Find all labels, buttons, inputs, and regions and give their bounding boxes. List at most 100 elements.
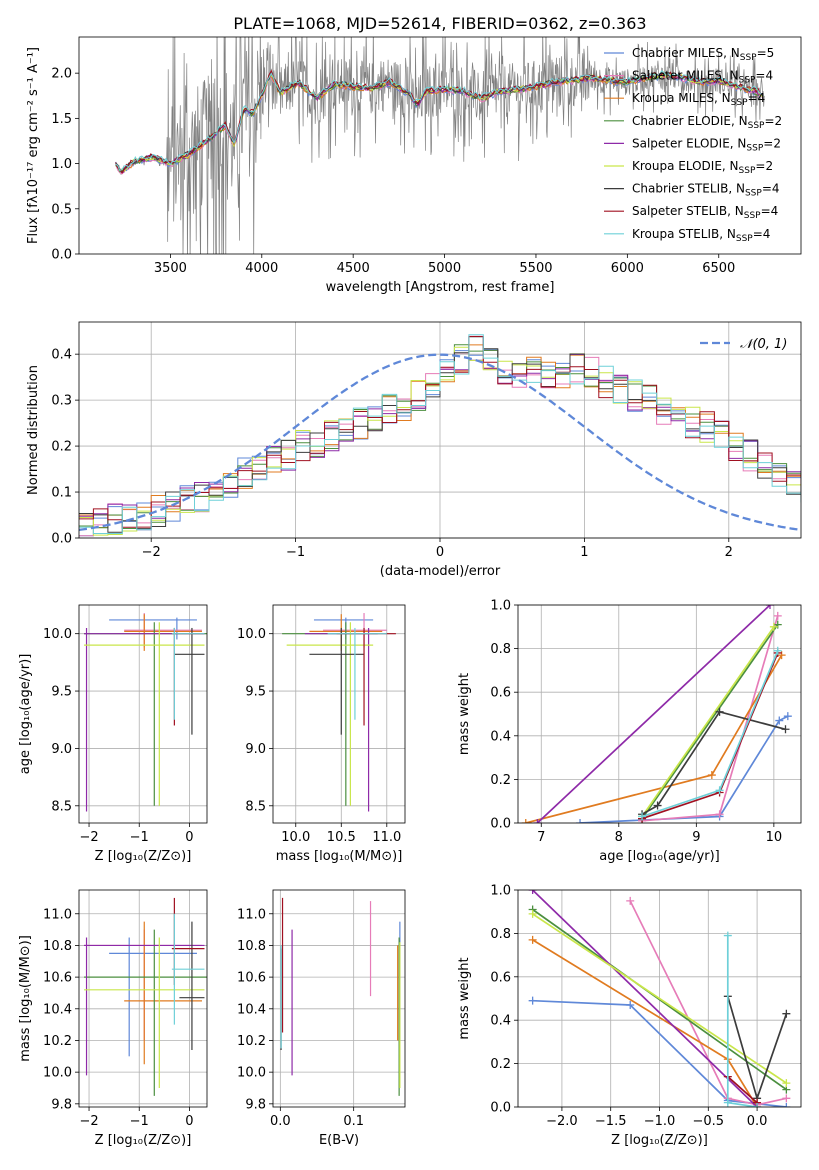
x-tick-label: −2 — [79, 830, 98, 845]
series-marker — [528, 890, 537, 894]
mass-vs-EBV-plot-area — [280, 897, 401, 1096]
y-tick-label: 2.0 — [51, 67, 72, 82]
series-salpeter-miles — [638, 611, 782, 823]
mass-vs-EBV-panel: 0.0 0.1 9.8 10.0 10.2 10.4 10.6 10.8 11.0 E(B-V) — [237, 889, 406, 1148]
series-marker — [638, 812, 647, 821]
point-kroupa-stelib — [171, 627, 205, 720]
series-line — [579, 715, 789, 823]
series-marker — [576, 819, 585, 823]
series-line — [536, 605, 771, 823]
x-tick-label: 11.0 — [372, 830, 401, 845]
x-tick-label: 3500 — [154, 261, 187, 276]
point-salpeter-stelib — [171, 897, 205, 986]
series-marker — [653, 801, 662, 810]
legend-label-suffix: =4 — [755, 69, 773, 83]
x-tick-label: 10.0 — [281, 830, 310, 845]
x-axis-label: mass [log₁₀(M/M⊙)] — [276, 849, 403, 864]
legend-label: Kroupa ELODIE, NSSP=2 — [632, 159, 773, 176]
mass-vs-Z-plot-area — [84, 897, 207, 1096]
age-vs-Z-panel: −2 −1 0 8.5 9.0 9.5 10.0 Z [log₁₀(Z/Z⊙)] age [lo… — [18, 604, 208, 864]
x-tick-label: 0.0 — [270, 1114, 291, 1129]
series-marker — [528, 935, 537, 944]
x-tick-label: −2 — [142, 545, 161, 560]
series-kroupa-miles — [528, 935, 762, 1107]
weight-vs-age-plot-area — [521, 605, 792, 823]
series-marker — [753, 1103, 762, 1107]
point-kroupa-stelib — [327, 627, 387, 720]
point-chabrier-elodie — [84, 929, 207, 1096]
y-tick-label: 0.0 — [490, 1101, 511, 1116]
y-tick-label: 10.4 — [237, 1002, 266, 1017]
legend-label-main: Salpeter ELODIE, N — [632, 136, 746, 150]
legend-label: Salpeter MILES, NSSP=4 — [632, 69, 773, 86]
point-salpeter-miles — [124, 613, 202, 648]
legend-label-sub: SSP — [748, 121, 765, 131]
point-chabrier-miles — [109, 937, 197, 1057]
y-tick-label: 9.0 — [245, 742, 266, 757]
series-kroupa-stelib — [638, 646, 782, 821]
x-axis-label: age [log₁₀(age/yr)] — [599, 849, 720, 864]
series-marker — [782, 1009, 791, 1018]
series-marker — [715, 810, 724, 819]
residual-histogram-kroupa-miles — [79, 344, 801, 528]
series-salpeter-elodie — [533, 605, 774, 823]
x-axis-label: Z [log₁₀(Z/Z⊙)] — [95, 1133, 192, 1148]
x-tick-label: 6500 — [702, 261, 735, 276]
y-tick-label: 0.4 — [51, 348, 72, 363]
x-tick-label: 0 — [436, 545, 444, 560]
x-tick-label: 5000 — [428, 261, 461, 276]
point-salpeter-stelib — [171, 627, 205, 726]
y-tick-label: 0.0 — [51, 532, 72, 547]
y-tick-label: 9.5 — [245, 685, 266, 700]
point-chabrier-stelib — [179, 921, 205, 1050]
y-tick-label: 0.2 — [490, 773, 511, 788]
y-tick-label: 10.8 — [43, 939, 72, 954]
residuals-legend: 𝒩(0, 1) — [700, 337, 787, 352]
y-tick-label: 9.8 — [245, 1097, 266, 1112]
series-marker — [528, 909, 537, 918]
series-line — [629, 900, 787, 1106]
y-tick-label: 9.8 — [51, 1097, 72, 1112]
y-tick-label: 0.5 — [51, 202, 72, 217]
point-kroupa-stelib — [171, 913, 205, 1025]
y-tick-label: 0.4 — [490, 1014, 511, 1029]
plot-frame — [78, 321, 802, 539]
legend-label: Salpeter STELIB, NSSP=4 — [632, 204, 778, 221]
x-tick-label: −2 — [79, 1114, 98, 1129]
legend-label-main: Chabrier ELODIE, N — [632, 114, 748, 128]
legend-label-main: Kroupa MILES, N — [632, 91, 731, 105]
series-kroupa-stelib — [723, 931, 762, 1107]
legend-label-sub: SSP — [731, 98, 748, 108]
legend-label-suffix: =4 — [762, 182, 780, 196]
x-tick-label: 5500 — [519, 261, 552, 276]
y-tick-label: 1.0 — [490, 599, 511, 614]
x-tick-label: 0.1 — [343, 1114, 364, 1129]
series-marker — [765, 605, 774, 609]
y-tick-label: 10.6 — [237, 971, 266, 986]
legend-item-salpeter-miles: Salpeter MILES, NSSP=4 — [604, 69, 773, 86]
series-line — [532, 939, 758, 1107]
legend-label-sub: SSP — [736, 234, 753, 244]
legend-item-kroupa-miles: Kroupa MILES, NSSP=4 — [604, 91, 765, 108]
weight-vs-Z-plot-area — [528, 890, 791, 1107]
series-marker — [769, 622, 778, 631]
y-tick-label: 0.0 — [51, 248, 72, 263]
series-marker — [775, 716, 784, 725]
x-tick-label: 2 — [725, 545, 733, 560]
legend-label-suffix: =2 — [763, 136, 781, 150]
legend-label-suffix: =2 — [764, 114, 782, 128]
point-chabrier-elodie — [84, 622, 207, 806]
plot-frame — [517, 604, 802, 824]
residual-histogram-kroupa-elodie — [79, 346, 801, 536]
series-marker — [773, 646, 782, 655]
age-vs-mass-plot-area — [282, 613, 396, 812]
figure-title: PLATE=1068, MJD=52614, FIBERID=0362, z=0… — [233, 14, 646, 33]
residual-histogram-kroupa-stelib — [79, 334, 801, 534]
legend-label-main: Salpeter STELIB, N — [632, 204, 744, 218]
y-tick-label: 10.8 — [237, 939, 266, 954]
y-tick-label: 0.6 — [490, 686, 511, 701]
spectrum-panel: 3500 4000 4500 5000 5500 6000 6500 0.0 0.5 1.0 1.5… — [26, 36, 802, 295]
series-line — [641, 626, 775, 817]
residuals-plot-area — [79, 334, 801, 537]
legend-label: Kroupa MILES, NSSP=4 — [632, 91, 765, 108]
